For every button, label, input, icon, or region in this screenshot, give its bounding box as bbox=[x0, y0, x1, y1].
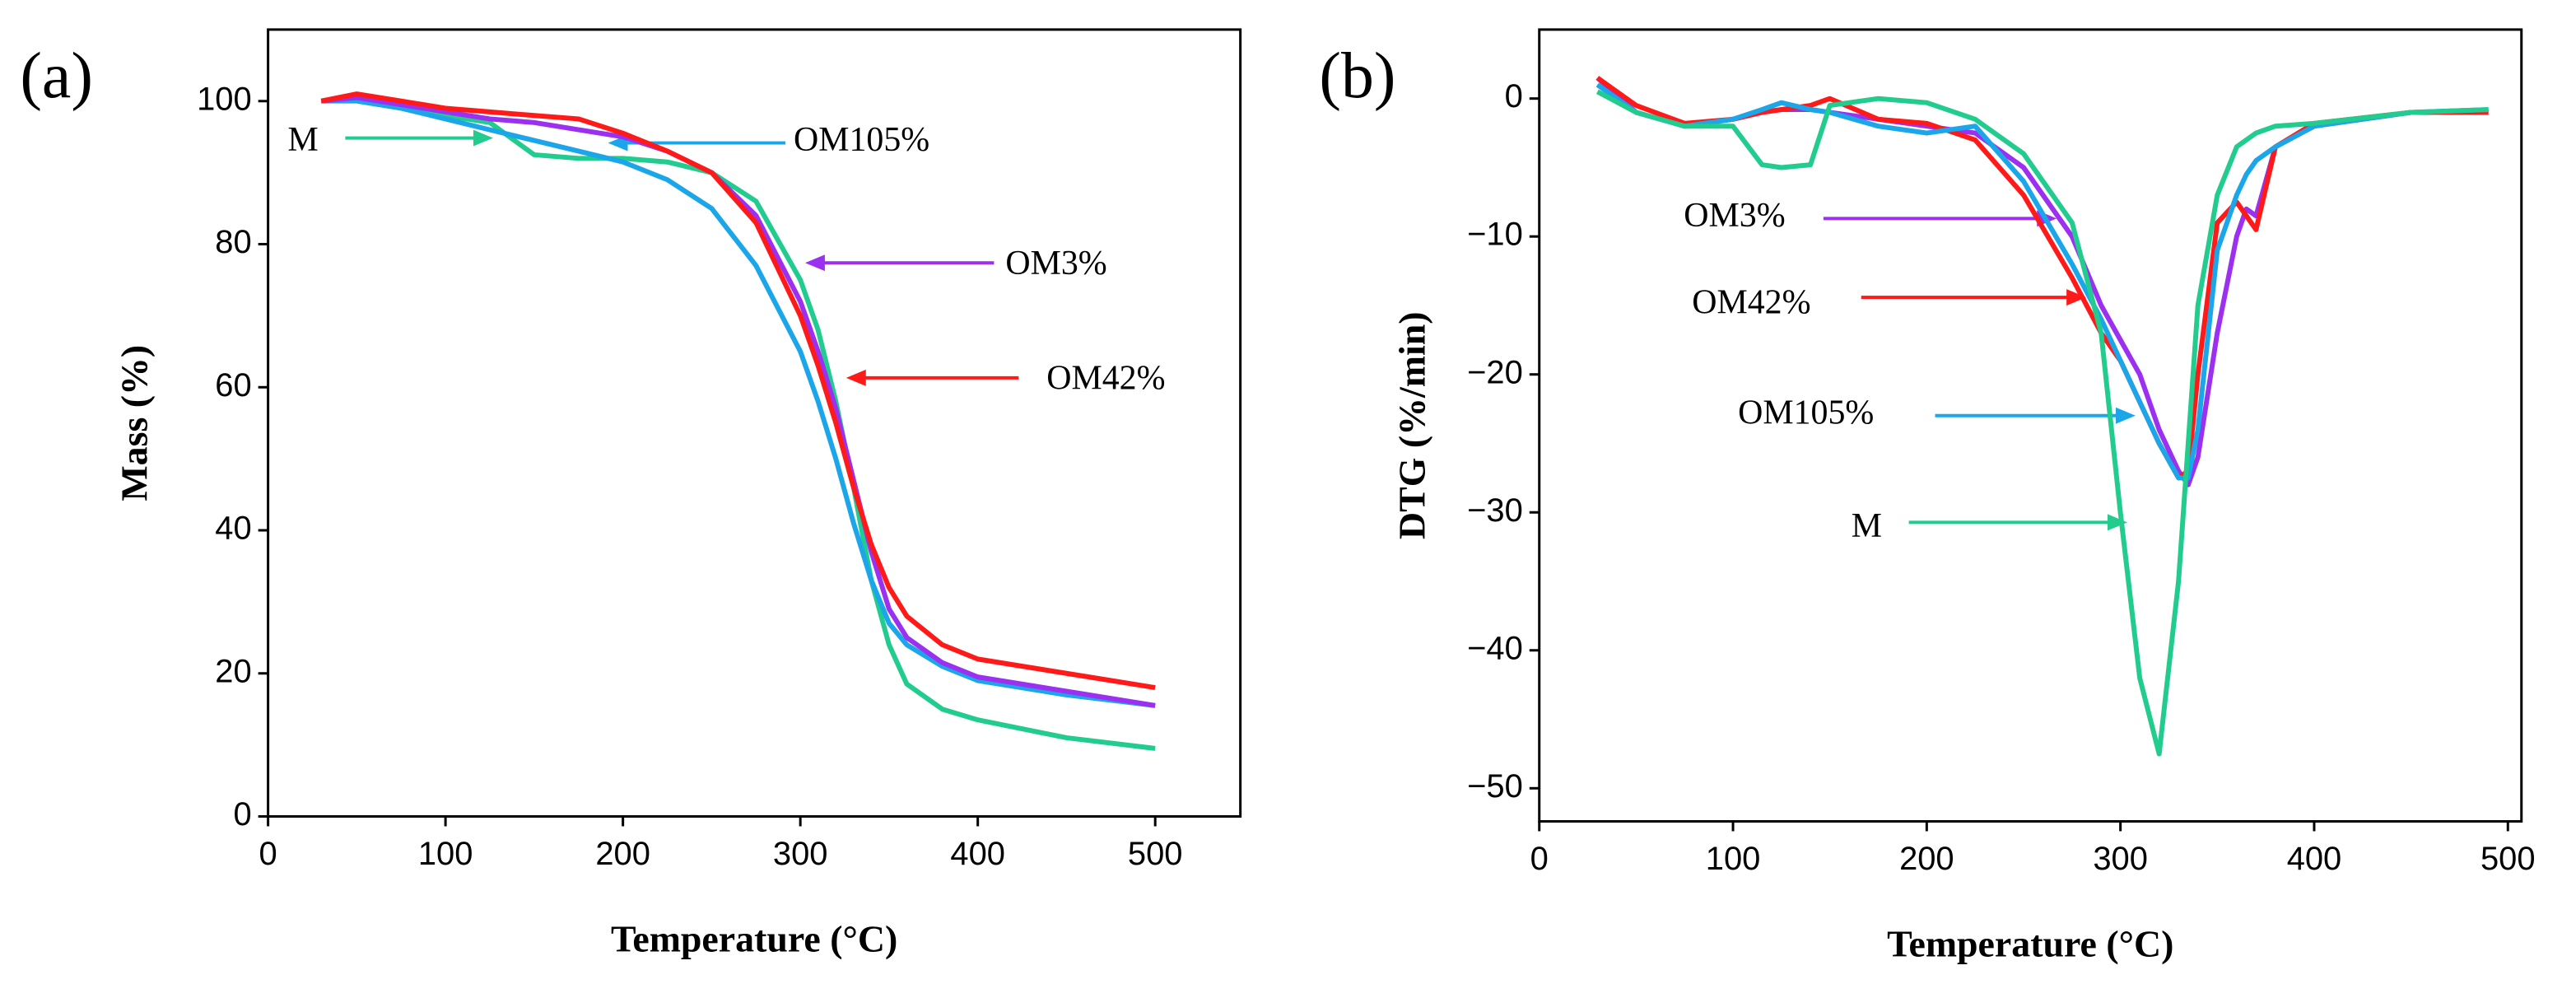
plot-frame bbox=[267, 28, 1242, 818]
x-tick-label: 200 bbox=[595, 836, 650, 872]
y-tick-label: 0 bbox=[1505, 78, 1523, 114]
y-tick-label: 60 bbox=[215, 367, 251, 403]
y-tick-label: 40 bbox=[215, 511, 251, 547]
x-tick-label: 0 bbox=[1530, 841, 1549, 877]
panel-label: (a) bbox=[20, 40, 93, 112]
y-tick-label: 100 bbox=[197, 81, 252, 117]
series-label: OM42% bbox=[1692, 284, 1810, 322]
data-line bbox=[1595, 82, 2489, 481]
x-tick-label: 300 bbox=[2093, 841, 2148, 877]
arrow-head bbox=[845, 369, 866, 386]
series-label: M bbox=[288, 121, 319, 159]
series-label: OM42% bbox=[1046, 359, 1165, 397]
series-label: M bbox=[1852, 507, 1882, 545]
series-label: OM105% bbox=[794, 121, 929, 159]
data-line bbox=[320, 95, 1156, 708]
data-line bbox=[1595, 76, 2489, 481]
y-axis-title: Mass (%) bbox=[114, 345, 156, 501]
x-tick-label: 100 bbox=[418, 836, 473, 872]
arrow-head bbox=[2115, 407, 2136, 424]
y-tick-label: −40 bbox=[1467, 630, 1523, 666]
x-tick-label: 0 bbox=[259, 836, 277, 872]
y-axis-title: DTG (%/min) bbox=[1391, 311, 1433, 539]
panel-label: (b) bbox=[1319, 40, 1395, 112]
y-tick-label: −50 bbox=[1467, 768, 1523, 804]
series-label: OM3% bbox=[1684, 197, 1785, 235]
x-tick-label: 100 bbox=[1706, 841, 1761, 877]
data-line bbox=[320, 91, 1156, 691]
data-line bbox=[1595, 76, 2489, 487]
series-label: OM105% bbox=[1738, 394, 1874, 431]
y-tick-label: −20 bbox=[1467, 354, 1523, 390]
x-tick-label: 500 bbox=[2481, 841, 2536, 877]
arrow-head bbox=[2066, 289, 2087, 306]
y-tick-label: 80 bbox=[215, 224, 251, 260]
x-tick-label: 200 bbox=[1899, 841, 1954, 877]
arrow-head bbox=[473, 129, 493, 147]
y-tick-label: −30 bbox=[1467, 492, 1523, 529]
arrow-head bbox=[2108, 514, 2127, 531]
x-axis-title: Temperature (°C) bbox=[1887, 923, 2173, 965]
data-line bbox=[1595, 89, 2489, 757]
x-tick-label: 400 bbox=[950, 836, 1005, 872]
x-axis-title: Temperature (°C) bbox=[611, 918, 897, 960]
y-tick-label: 20 bbox=[215, 653, 251, 689]
series-label: OM3% bbox=[1005, 245, 1106, 282]
plot-frame bbox=[1538, 28, 2523, 823]
x-tick-label: 300 bbox=[773, 836, 828, 872]
arrow-head bbox=[804, 254, 825, 272]
data-line bbox=[320, 95, 1156, 751]
x-tick-label: 400 bbox=[2287, 841, 2342, 877]
y-tick-label: −10 bbox=[1467, 217, 1523, 253]
x-tick-label: 500 bbox=[1128, 836, 1183, 872]
data-line bbox=[321, 98, 1156, 708]
y-tick-label: 0 bbox=[233, 796, 251, 832]
